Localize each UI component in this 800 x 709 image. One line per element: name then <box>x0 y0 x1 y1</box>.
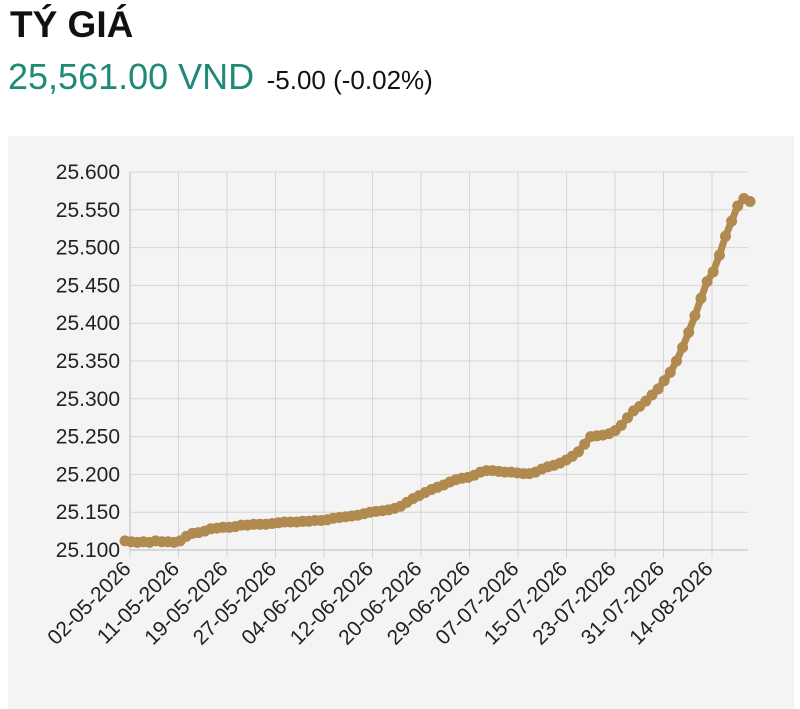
current-rate: 25,561.00 VND <box>8 56 255 97</box>
y-tick-label: 25.350 <box>56 350 120 373</box>
data-point <box>658 375 670 387</box>
exchange-rate-chart: 25.100 25.150 25.200 25.250 25.300 25.350 25.4… <box>43 161 756 649</box>
data-point <box>677 341 689 353</box>
y-tick-label: 25.300 <box>56 388 120 411</box>
y-tick-label: 25.400 <box>56 312 120 335</box>
y-tick-label: 25.600 <box>56 161 120 184</box>
data-point <box>720 230 731 242</box>
data-point <box>579 438 591 450</box>
data-point <box>664 366 676 378</box>
data-point <box>744 196 756 207</box>
price-row: 25,561.00 VND -5.00 (-0.02%) <box>8 56 433 98</box>
y-tick-label: 25.250 <box>56 426 120 449</box>
page-title: TÝ GIÁ <box>10 4 134 45</box>
data-point <box>707 266 719 278</box>
data-point <box>689 310 701 322</box>
y-tick-label: 25.150 <box>56 501 120 524</box>
y-tick-label: 25.100 <box>56 539 120 562</box>
data-point <box>683 326 695 338</box>
chart-panel: 25.100 25.150 25.200 25.250 25.300 25.350 25.4… <box>8 136 794 709</box>
data-point <box>695 292 707 304</box>
data-point <box>732 200 744 212</box>
data-point <box>615 419 627 431</box>
series-points <box>119 193 756 548</box>
data-point <box>701 276 713 288</box>
y-tick-label: 25.550 <box>56 199 120 222</box>
data-point <box>572 446 584 458</box>
data-point <box>726 215 738 227</box>
y-tick-label: 25.200 <box>56 463 120 486</box>
y-tick-label: 25.450 <box>56 274 120 297</box>
data-point <box>713 249 725 261</box>
data-point <box>671 355 682 367</box>
y-tick-label: 25.500 <box>56 237 120 260</box>
grid-lines <box>129 171 748 558</box>
rate-change: -5.00 (-0.02%) <box>266 65 433 95</box>
data-point <box>652 383 664 395</box>
